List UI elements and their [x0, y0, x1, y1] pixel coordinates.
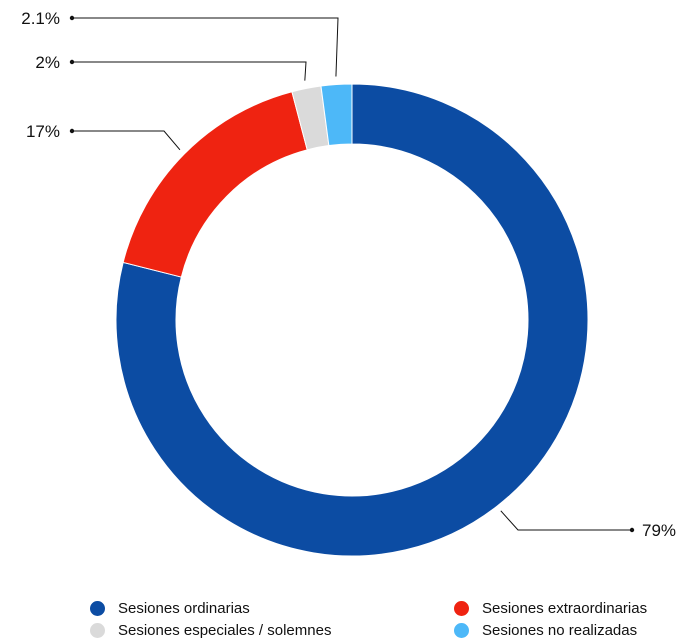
slice-ordinarias: [115, 83, 589, 557]
leader-line-especiales: [72, 61, 307, 81]
data-label-extraordinarias: 17%: [26, 122, 60, 141]
leader-line-extraordinarias: [72, 130, 181, 151]
leader-dot-especiales: [69, 59, 75, 65]
slice-extraordinarias: [122, 91, 308, 278]
leader-line-no-realizadas: [72, 17, 339, 77]
leader-dot-extraordinarias: [69, 128, 75, 134]
slice-no-realizadas: [320, 83, 353, 147]
data-label-especiales: 2%: [35, 53, 60, 72]
leader-dot-no-realizadas: [69, 15, 75, 21]
data-label-no-realizadas: 2.1%: [21, 9, 60, 28]
leader-dot-ordinarias: [629, 527, 635, 533]
data-label-ordinarias: 79%: [642, 521, 676, 540]
leader-line-ordinarias: [500, 510, 632, 531]
